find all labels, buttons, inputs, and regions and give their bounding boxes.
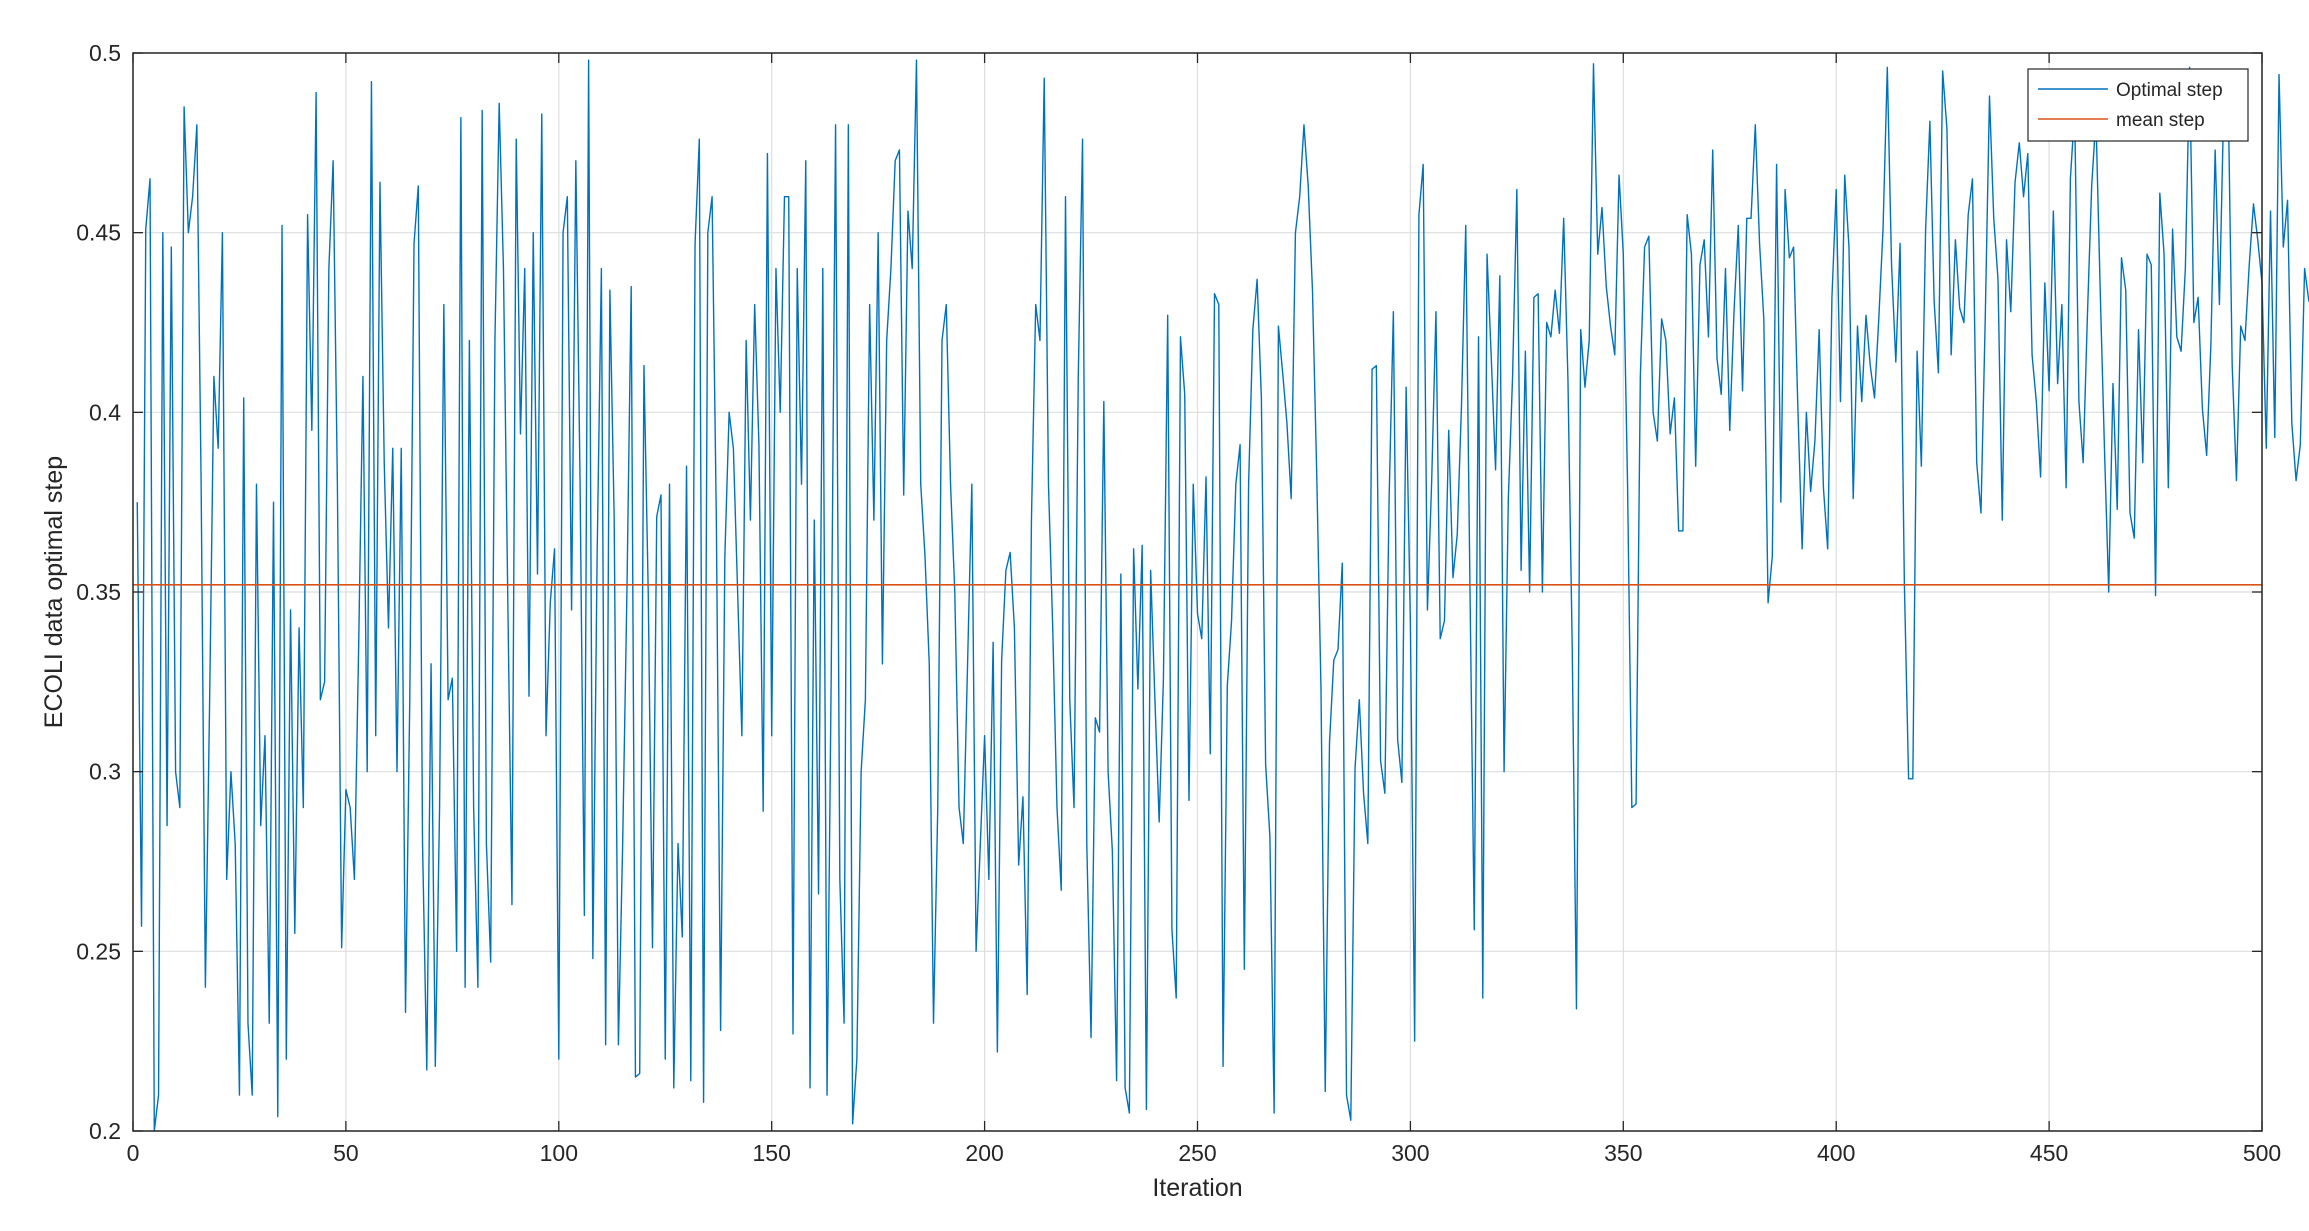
x-tick-label: 200 [965, 1140, 1003, 1166]
legend: Optimal step mean step [2027, 68, 2249, 142]
x-tick-label: 400 [1817, 1140, 1855, 1166]
axes [132, 52, 2263, 1132]
y-tick-label: 0.4 [89, 399, 121, 425]
x-tick-label: 350 [1604, 1140, 1642, 1166]
y-tick-label: 0.25 [76, 938, 121, 964]
y-tick-label: 0.5 [89, 40, 121, 66]
x-tick-label: 50 [333, 1140, 359, 1166]
legend-label-mean-step: mean step [2116, 110, 2205, 131]
y-axis-label: ECOLI data optimal step [40, 456, 68, 728]
tick-labels: 0 50 100 150 200 250 300 350 400 450 500 0.2 0.25 0.3… [76, 40, 2281, 1166]
x-tick-label: 500 [2243, 1140, 2281, 1166]
series-line-optimal-step [136, 59, 2309, 1132]
x-tick-label: 300 [1391, 1140, 1429, 1166]
x-tick-label: 250 [1178, 1140, 1216, 1166]
x-axis-label: Iteration [1152, 1174, 1242, 1202]
y-tick-label: 0.3 [89, 759, 121, 785]
legend-label-optimal-step: Optimal step [2116, 80, 2223, 101]
legend-box [2027, 68, 2249, 142]
y-tick-label: 0.35 [76, 579, 121, 605]
y-tick-label: 0.2 [89, 1118, 121, 1144]
x-tick-label: 0 [127, 1140, 140, 1166]
x-tick-label: 100 [540, 1140, 578, 1166]
x-tick-label: 150 [753, 1140, 791, 1166]
x-tick-label: 450 [2030, 1140, 2068, 1166]
y-tick-label: 0.45 [76, 220, 121, 246]
series-layer [133, 59, 2309, 1132]
